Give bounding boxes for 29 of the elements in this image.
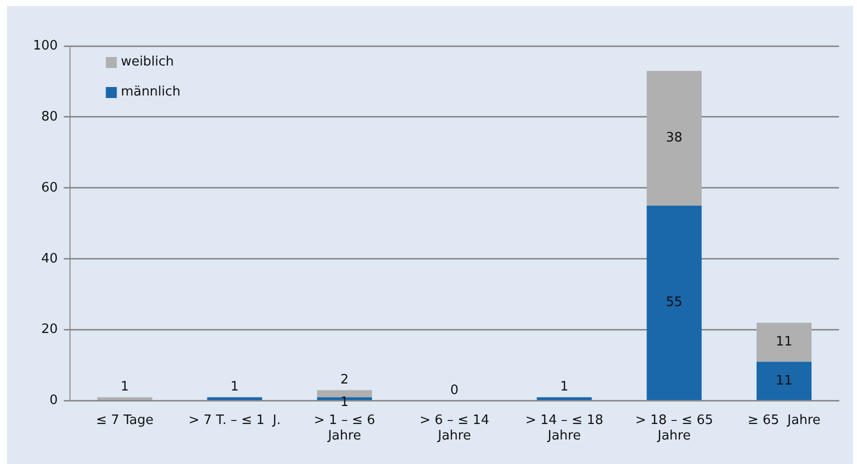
x-tick-label: > 6 – ≤ 14 Jahre bbox=[420, 412, 490, 444]
data-label: 1 bbox=[560, 380, 568, 395]
bar bbox=[646, 206, 702, 400]
data-label: 38 bbox=[666, 130, 682, 146]
data-label: 0 bbox=[450, 383, 459, 398]
data-label: 1 bbox=[230, 380, 239, 395]
data-label: 55 bbox=[666, 295, 682, 310]
data-label: 1 bbox=[120, 380, 129, 395]
bar bbox=[756, 322, 812, 362]
x-tick-label: ≤ 7 Tage bbox=[96, 412, 154, 428]
y-tick-label: 0 bbox=[50, 393, 58, 408]
legend-label: männlich bbox=[120, 84, 181, 100]
y-tick-label: 60 bbox=[41, 180, 58, 196]
x-tick-label: ≥ 65 Jahre bbox=[748, 412, 821, 428]
data-label: 11 bbox=[776, 334, 792, 350]
y-tick-label: 100 bbox=[32, 38, 58, 54]
y-tick-label: 20 bbox=[41, 322, 58, 338]
y-tick-label: 80 bbox=[41, 109, 58, 124]
x-tick-label: > 7 T. – ≤ 1 J. bbox=[188, 412, 281, 428]
bar bbox=[646, 70, 702, 206]
y-tick-label: 40 bbox=[41, 251, 58, 266]
bar bbox=[756, 362, 812, 400]
legend-label: weiblich bbox=[120, 54, 174, 70]
bar bbox=[317, 390, 372, 398]
x-tick-label: > 18 – ≤ 65 Jahre bbox=[635, 412, 714, 444]
data-label: 2 bbox=[340, 372, 349, 388]
x-tick-label: > 14 – ≤ 18 Jahre bbox=[525, 412, 604, 444]
x-tick-label: > 1 – ≤ 6 Jahre bbox=[314, 412, 376, 444]
data-label: 11 bbox=[776, 373, 792, 388]
